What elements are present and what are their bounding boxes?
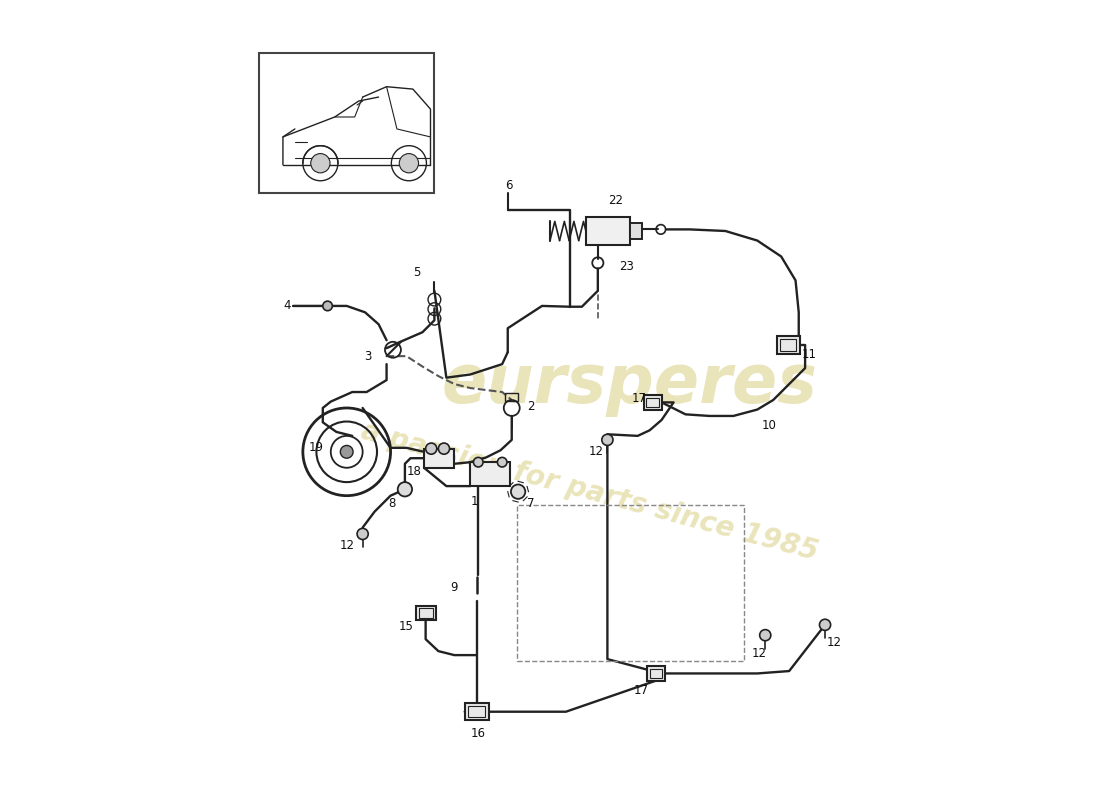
Text: 12: 12: [827, 636, 843, 649]
Text: 22: 22: [608, 194, 623, 207]
Bar: [464, 703, 488, 721]
Text: 10: 10: [762, 419, 777, 432]
Bar: [416, 606, 436, 620]
Circle shape: [398, 482, 412, 497]
Text: 12: 12: [751, 647, 767, 660]
Circle shape: [510, 485, 526, 499]
Bar: [505, 393, 518, 401]
Bar: [419, 608, 432, 618]
Bar: [424, 449, 454, 468]
Bar: [645, 395, 661, 410]
Text: 12: 12: [339, 539, 354, 552]
Circle shape: [426, 443, 437, 454]
Text: 6: 6: [505, 179, 513, 192]
Text: 5: 5: [414, 266, 420, 279]
Text: 16: 16: [471, 726, 486, 740]
Circle shape: [340, 446, 353, 458]
Text: 12: 12: [588, 446, 604, 458]
Circle shape: [760, 630, 771, 641]
Text: 3: 3: [364, 350, 372, 363]
Text: 1: 1: [471, 494, 478, 508]
Text: 18: 18: [407, 466, 422, 478]
Text: 2: 2: [527, 400, 535, 413]
Bar: [629, 223, 641, 239]
Text: 23: 23: [619, 259, 634, 273]
Circle shape: [820, 619, 830, 630]
Bar: [586, 217, 629, 246]
Text: 19: 19: [309, 442, 323, 454]
Circle shape: [358, 528, 368, 539]
Text: 9: 9: [451, 581, 458, 594]
Circle shape: [602, 434, 613, 446]
Bar: [780, 339, 796, 350]
Text: 8: 8: [388, 497, 396, 510]
Circle shape: [399, 154, 418, 173]
Bar: [778, 336, 800, 354]
Text: 4: 4: [283, 299, 290, 313]
Bar: [650, 669, 662, 678]
Text: 17: 17: [631, 392, 647, 405]
Circle shape: [322, 301, 332, 310]
Text: 7: 7: [527, 497, 535, 510]
Circle shape: [497, 458, 507, 467]
Text: 15: 15: [399, 620, 414, 633]
Text: 11: 11: [802, 348, 816, 361]
Bar: [468, 706, 485, 718]
Circle shape: [473, 458, 483, 467]
Circle shape: [311, 154, 330, 173]
Text: eursperes: eursperes: [442, 351, 817, 417]
Bar: [517, 506, 744, 661]
Bar: [647, 398, 659, 407]
Text: 17: 17: [634, 685, 648, 698]
Bar: [471, 462, 510, 486]
Bar: [258, 54, 434, 193]
Circle shape: [439, 443, 450, 454]
Text: a passion for parts since 1985: a passion for parts since 1985: [359, 417, 822, 566]
Bar: [647, 666, 664, 681]
